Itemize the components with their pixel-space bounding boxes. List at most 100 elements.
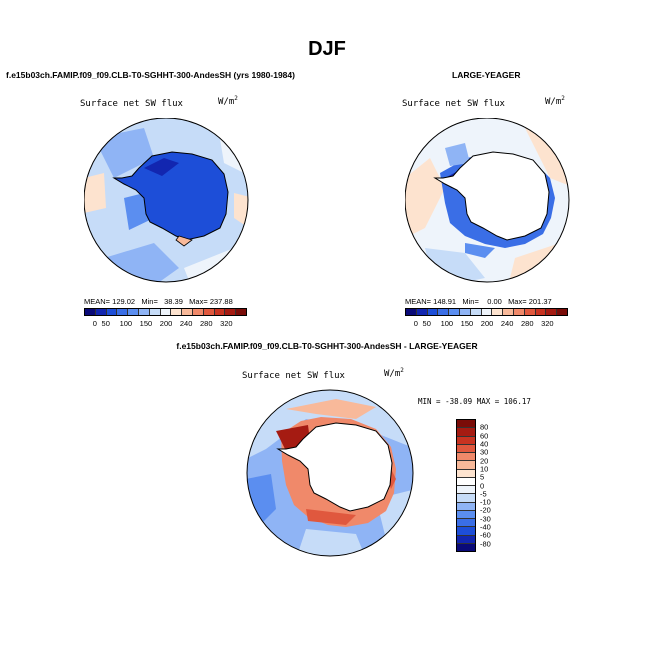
panel2-header: LARGE-YEAGER (452, 70, 521, 80)
panel2-colorbar (405, 308, 568, 316)
colorbar-swatch (457, 527, 475, 536)
colorbar-swatch (524, 309, 536, 315)
colorbar-swatch (457, 420, 475, 429)
colorbar-swatch (427, 309, 439, 315)
colorbar-tick-label: 280 (199, 319, 213, 328)
colorbar-swatch (416, 309, 428, 315)
colorbar-swatch (513, 309, 525, 315)
colorbar-swatch (160, 309, 172, 315)
colorbar-tick-label: 30 (480, 447, 489, 457)
colorbar-tick-label: 280 (520, 319, 534, 328)
colorbar-tick-label: 0 (413, 319, 418, 328)
colorbar-tick-label: 150 (139, 319, 153, 328)
colorbar-swatch (457, 453, 475, 462)
colorbar-swatch (406, 309, 417, 315)
colorbar-swatch (457, 494, 475, 503)
colorbar-tick-label: 40 (480, 439, 489, 449)
colorbar-tick-label: -30 (480, 514, 491, 524)
colorbar-swatch (128, 309, 139, 315)
colorbar-swatch (214, 309, 226, 315)
colorbar-swatch (457, 486, 475, 495)
colorbar-swatch (85, 309, 96, 315)
colorbar-tick-label: 240 (179, 319, 193, 328)
panel2-units: W/m2 (545, 95, 565, 107)
colorbar-swatch (457, 436, 475, 445)
colorbar-swatch (457, 502, 475, 511)
colorbar-swatch (149, 309, 161, 315)
colorbar-swatch (557, 309, 567, 315)
colorbar-swatch (236, 309, 246, 315)
panel2-field-label: Surface net SW flux (402, 99, 505, 109)
colorbar-swatch (138, 309, 150, 315)
colorbar-swatch (438, 309, 450, 315)
colorbar-tick-label: 200 (159, 319, 173, 328)
panel2-colorbar-ticks: 0 50 100 150 200 240 280 320 (405, 319, 568, 329)
colorbar-tick-label: 240 (500, 319, 514, 328)
panel3-header: f.e15b03ch.FAMIP.f09_f09.CLB-T0-SGHHT-30… (176, 341, 478, 351)
colorbar-swatch (225, 309, 237, 315)
colorbar-swatch (457, 461, 475, 470)
colorbar-swatch (470, 309, 482, 315)
colorbar-tick-label: 50 (101, 319, 110, 328)
colorbar-swatch (106, 309, 118, 315)
panel3-field-label: Surface net SW flux (242, 371, 345, 381)
colorbar-swatch (457, 535, 475, 544)
colorbar-tick-label: 0 (480, 481, 485, 490)
panel1-colorbar (84, 308, 247, 316)
colorbar-swatch (192, 309, 204, 315)
panel1-units: W/m2 (218, 95, 238, 107)
panel1-colorbar-ticks: 0 50 100 150 200 240 280 320 (84, 319, 247, 329)
colorbar-swatch (457, 469, 475, 478)
colorbar-swatch (182, 309, 193, 315)
panel2-map (405, 118, 570, 283)
figure-title: DJF (308, 38, 346, 60)
colorbar-swatch (457, 519, 475, 528)
colorbar-tick-label: -60 (480, 530, 491, 540)
panel3-minmax: MIN = -38.09 MAX = 106.17 (418, 397, 531, 406)
colorbar-swatch (481, 309, 493, 315)
panel1-header: f.e15b03ch.FAMIP.f09_f09.CLB-T0-SGHHT-30… (6, 70, 295, 80)
colorbar-tick-label: -10 (480, 497, 491, 507)
colorbar-tick-label: 320 (220, 319, 233, 328)
panel3-map (246, 389, 414, 557)
colorbar-swatch (95, 309, 107, 315)
colorbar-tick-label: 5 (480, 472, 485, 482)
colorbar-tick-label: 100 (440, 319, 454, 328)
colorbar-swatch (203, 309, 215, 315)
panel3-antarctica (276, 422, 393, 512)
colorbar-swatch (457, 444, 475, 453)
colorbar-swatch (535, 309, 547, 315)
panel1-field-label: Surface net SW flux (80, 99, 183, 109)
colorbar-tick-label: -80 (480, 539, 491, 549)
panel1-map (84, 118, 249, 283)
panel3-colorbar (456, 419, 476, 552)
colorbar-swatch (503, 309, 514, 315)
panel3-units: W/m2 (384, 367, 404, 379)
panel1-stats: MEAN= 129.02 Min= 38.39 Max= 237.88 (84, 297, 233, 306)
colorbar-tick-label: 100 (119, 319, 133, 328)
colorbar-tick-label: 0 (92, 319, 97, 328)
colorbar-tick-label: 10 (480, 464, 489, 474)
panel2-antarctica (433, 151, 550, 241)
colorbar-tick-label: 200 (480, 319, 494, 328)
colorbar-tick-label: -40 (480, 522, 491, 532)
colorbar-swatch (457, 477, 475, 486)
colorbar-tick-label: 50 (422, 319, 431, 328)
panel2-stats: MEAN= 148.91 Min= 0.00 Max= 201.37 (405, 297, 552, 306)
colorbar-swatch (457, 543, 475, 551)
colorbar-swatch (459, 309, 471, 315)
colorbar-swatch (171, 309, 183, 315)
colorbar-swatch (117, 309, 129, 315)
colorbar-tick-label: -20 (480, 505, 491, 515)
colorbar-tick-label: 60 (480, 431, 489, 441)
colorbar-tick-label: 20 (480, 456, 489, 466)
colorbar-tick-label: 320 (541, 319, 554, 328)
colorbar-swatch (457, 428, 475, 437)
colorbar-tick-label: 150 (460, 319, 474, 328)
colorbar-swatch (492, 309, 504, 315)
colorbar-tick-label: -5 (480, 489, 487, 499)
panel3-colorbar-ticks: 80 60 40 30 20 10 5 0 -5 -10 -20 -30 -40 -60 -80 (480, 419, 510, 552)
colorbar-swatch (449, 309, 460, 315)
colorbar-tick-label: 80 (480, 422, 489, 432)
colorbar-swatch (546, 309, 558, 315)
